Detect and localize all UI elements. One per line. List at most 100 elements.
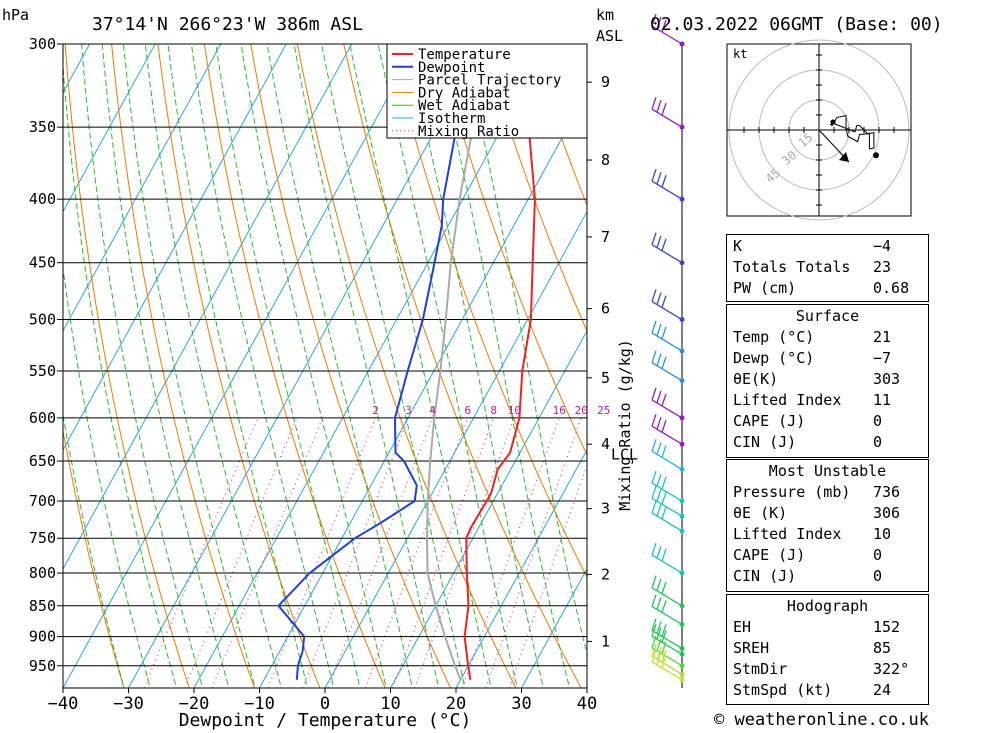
pressure-tick-label: 950 <box>29 657 56 675</box>
row-value: 322° <box>873 660 910 678</box>
mixing-ratio-line <box>509 463 587 688</box>
row-value: 21 <box>873 328 892 346</box>
temperature-line <box>463 44 536 680</box>
mixing-ratio-labels: 2 3 4 6 8 10 16 20 25 <box>372 404 610 417</box>
wind-barb-flag <box>651 594 657 607</box>
hodograph-trace <box>829 114 875 150</box>
legend-label: Isotherm <box>418 111 485 127</box>
legend-label: Mixing Ratio <box>418 124 519 140</box>
index-row: PW (cm) 0.68 <box>733 278 922 299</box>
index-value: −4 <box>873 237 892 255</box>
isotherm-line <box>521 567 587 688</box>
row-value: 0 <box>873 433 883 451</box>
mixing-ratio-label: 25 <box>597 404 610 417</box>
wind-barb-flag <box>651 413 657 427</box>
wind-barb-flag <box>656 99 662 113</box>
dewpoint-line <box>277 44 469 680</box>
legend-label: Parcel Trajectory <box>418 73 561 89</box>
isotherm-line <box>63 44 222 332</box>
km-tick-label: 5 <box>601 369 610 387</box>
legend-label: Temperature <box>418 47 511 63</box>
wind-barb-flag <box>651 387 657 401</box>
wind-barb-flag <box>661 649 667 663</box>
dry-adiabat-line <box>250 44 451 688</box>
pressure-tick-label: 850 <box>29 597 56 615</box>
wind-barb-flag <box>651 13 657 27</box>
wet-adiabat-line <box>240 44 387 688</box>
pressure-tick-label: 300 <box>29 35 56 53</box>
isotherm-line <box>455 448 587 688</box>
dry-adiabat-line <box>343 44 582 688</box>
surface-theta-row: θE(K) 303 <box>733 369 922 390</box>
row-label: θE(K) <box>733 370 779 388</box>
wind-barb-flag <box>651 643 657 657</box>
sreh-row: SREH 85 <box>733 638 922 659</box>
wind-barb-flag <box>661 506 667 520</box>
mixing-ratio-line <box>364 417 469 688</box>
isotherm-line <box>63 44 156 213</box>
row-value: 0 <box>873 546 883 564</box>
temperature-tick-label: 30 <box>511 694 531 714</box>
sounding-profiles <box>277 44 536 681</box>
temperature-tick-label: −30 <box>113 694 144 714</box>
km-tick-label: 7 <box>601 228 610 246</box>
temperature-tick-label: −20 <box>179 694 210 714</box>
temperature-tick-label: 0 <box>320 694 330 714</box>
wind-barb-flag <box>651 289 657 302</box>
wet-adiabat-line <box>101 44 230 688</box>
index-row: K −4 <box>733 236 922 257</box>
mu-theta-row: θE (K) 306 <box>733 503 922 524</box>
index-label: PW (cm) <box>733 279 797 297</box>
hodograph-start-dot <box>830 119 836 125</box>
wind-barb-flag <box>651 542 657 556</box>
surface-temp-row: Temp (°C) 21 <box>733 327 922 348</box>
isotherm-line <box>0 44 24 688</box>
row-value: −7 <box>873 349 892 367</box>
datetime-title: 02.03.2022 06GMT (Base: 00) <box>650 14 943 35</box>
wind-barb-flag <box>661 19 667 33</box>
km-tick-label: 2 <box>601 565 610 583</box>
hodograph-unit-label: kt <box>733 47 747 61</box>
wind-barb-flag <box>656 627 662 640</box>
row-label: Dewp (°C) <box>733 349 815 367</box>
wind-barb-flag <box>661 624 667 637</box>
wind-barb-flag <box>651 624 657 637</box>
row-label: StmSpd (kt) <box>733 681 833 699</box>
wind-barb-flag <box>656 292 662 305</box>
row-label: Pressure (mb) <box>733 483 851 501</box>
pressure-tick-label: 800 <box>29 564 56 582</box>
dry-adiabat-line <box>63 428 125 688</box>
wind-barb-flag <box>651 232 657 245</box>
pressure-tick-label: 550 <box>29 362 56 380</box>
temperature-tick-label: 20 <box>446 694 466 714</box>
wind-barb-flag <box>656 489 662 502</box>
km-tick-label: 4 <box>601 435 610 453</box>
km-label: km <box>596 6 614 24</box>
dry-adiabat-line <box>296 44 517 688</box>
wet-adiabat-line <box>122 44 256 688</box>
mixing-ratio-line <box>327 417 434 688</box>
legend-label: Wet Adiabat <box>418 98 511 114</box>
wind-barb-flag <box>651 575 657 588</box>
row-label: CAPE (J) <box>733 412 806 430</box>
dry-adiabat-line <box>203 44 386 688</box>
wind-barb-flag <box>656 621 662 634</box>
isotherm-line <box>63 44 418 688</box>
wind-barb-flag <box>661 641 667 654</box>
mixing-ratio-line <box>211 417 324 688</box>
wind-barb-flag <box>661 102 667 116</box>
mixing-ratio-label: 4 <box>429 404 436 417</box>
wind-barb-flag <box>656 578 662 591</box>
row-label: θE (K) <box>733 504 788 522</box>
mixing-ratio-line <box>143 417 259 688</box>
dry-adiabat-line <box>111 44 256 688</box>
wet-adiabat-line <box>144 44 282 688</box>
wind-barb-flag <box>656 353 662 366</box>
wind-barb-flag <box>661 600 667 613</box>
wind-barb-flag <box>661 356 667 369</box>
wind-barb-flag <box>661 445 667 458</box>
copyright-link[interactable]: © weatheronline.co.uk <box>714 710 929 730</box>
wind-barb-flag <box>656 652 662 665</box>
wind-barb-flag <box>656 646 662 660</box>
mixing-ratio-label: 2 <box>372 404 379 417</box>
